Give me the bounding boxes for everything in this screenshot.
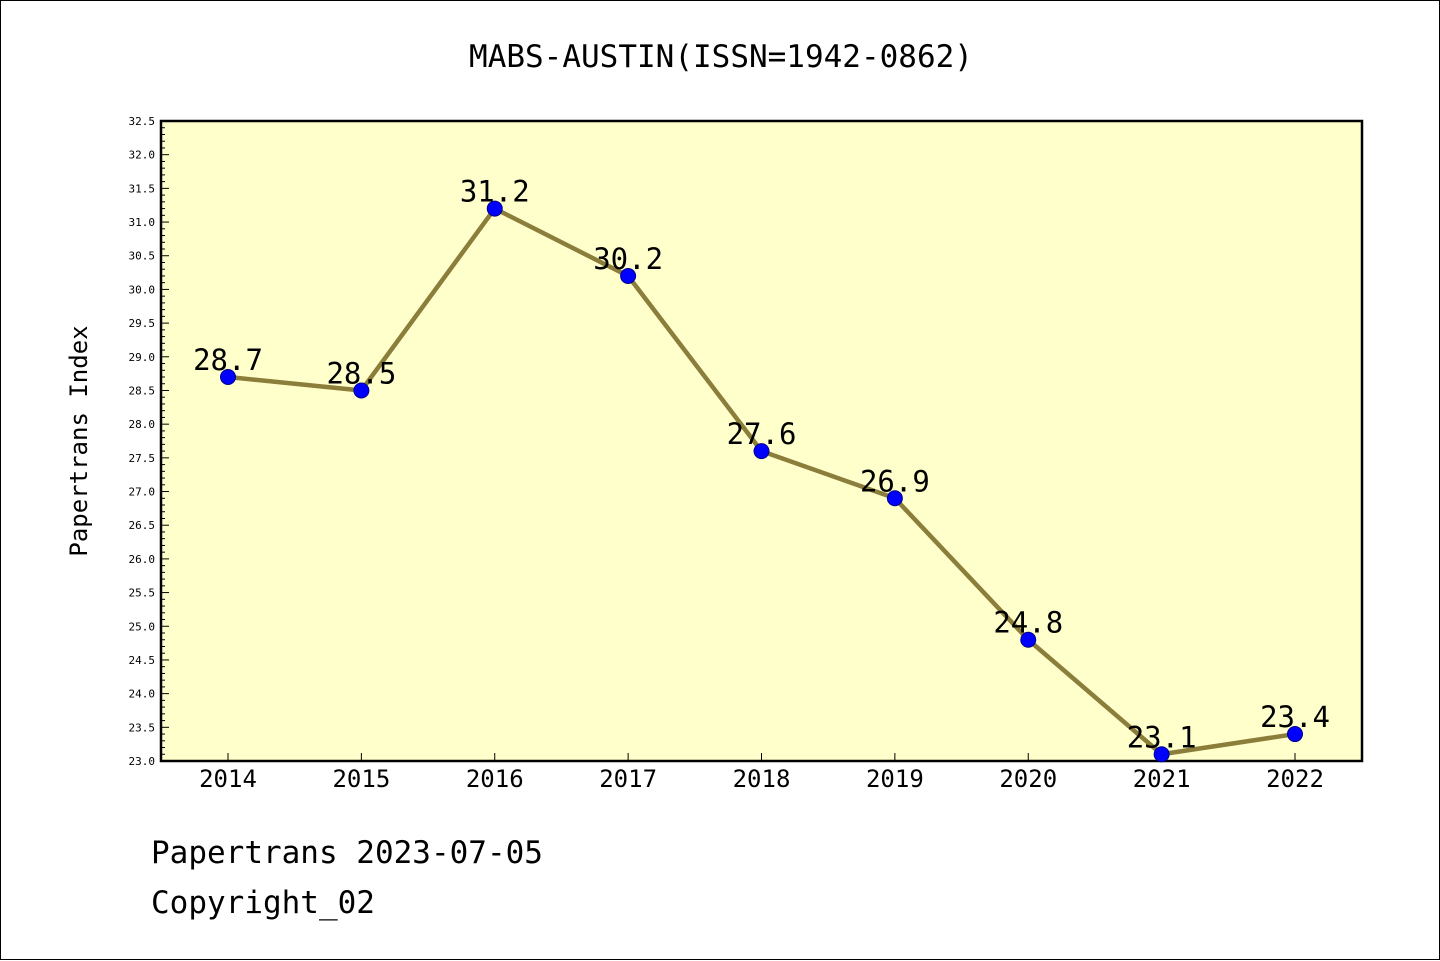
y-axis-label: Papertrans Index (65, 325, 93, 556)
data-point (353, 382, 370, 399)
y-tick-label: 24.5 (129, 654, 156, 667)
chart-title: MABS-AUSTIN(ISSN=1942-0862) (469, 39, 973, 75)
y-tick-label: 28.5 (129, 384, 156, 397)
y-tick-label: 25.0 (129, 620, 156, 633)
y-tick-label: 23.0 (129, 755, 156, 768)
plot-border (159, 119, 1364, 763)
y-tick-label: 32.0 (129, 149, 156, 162)
y-tick-label: 29.5 (129, 317, 156, 330)
x-tick-label: 2022 (1266, 765, 1324, 793)
data-label: 27.6 (727, 417, 797, 451)
y-tick-label: 28.0 (129, 418, 156, 431)
y-tick-label: 31.0 (129, 216, 156, 229)
x-tick-label: 2016 (466, 765, 524, 793)
data-point (753, 443, 770, 460)
y-tick-label: 30.5 (129, 250, 156, 263)
data-label: 30.2 (593, 242, 663, 276)
x-tick-label: 2021 (1133, 765, 1191, 793)
x-tick-label: 2015 (332, 765, 390, 793)
x-tick-label: 2019 (866, 765, 924, 793)
data-point (1287, 726, 1303, 743)
data-point (486, 200, 503, 217)
data-label: 28.7 (193, 343, 263, 377)
data-point (620, 267, 637, 284)
data-point (886, 490, 903, 507)
y-tick-label: 24.0 (129, 688, 156, 701)
y-tick-label: 32.5 (129, 115, 156, 128)
x-tick-label: 2017 (599, 765, 657, 793)
data-point (1153, 746, 1170, 763)
data-label: 28.5 (326, 356, 396, 390)
data-label: 24.8 (993, 606, 1063, 640)
data-label: 23.4 (1260, 700, 1330, 734)
data-label: 23.1 (1127, 720, 1197, 754)
data-label: 26.9 (860, 464, 930, 498)
data-point (220, 369, 236, 385)
data-label: 31.2 (460, 175, 530, 209)
y-tick-label: 26.0 (129, 553, 156, 566)
y-tick-label: 31.5 (129, 182, 156, 195)
data-point (1020, 631, 1037, 648)
y-tick-label: 26.5 (129, 519, 156, 532)
x-tick-label: 2018 (733, 765, 791, 793)
x-tick-label: 2014 (199, 765, 257, 793)
y-tick-label: 23.5 (129, 721, 156, 734)
y-tick-label: 30.0 (129, 283, 156, 296)
footer-date-text: Papertrans 2023-07-05 (151, 835, 543, 871)
y-tick-label: 29.0 (129, 351, 156, 364)
footer-copyright-text: Copyright_02 (151, 885, 375, 921)
y-tick-label: 25.5 (129, 587, 156, 600)
x-tick-label: 2020 (999, 765, 1057, 793)
y-tick-label: 27.0 (129, 486, 156, 499)
plot-area (161, 121, 1362, 761)
y-tick-label: 27.5 (129, 452, 156, 465)
